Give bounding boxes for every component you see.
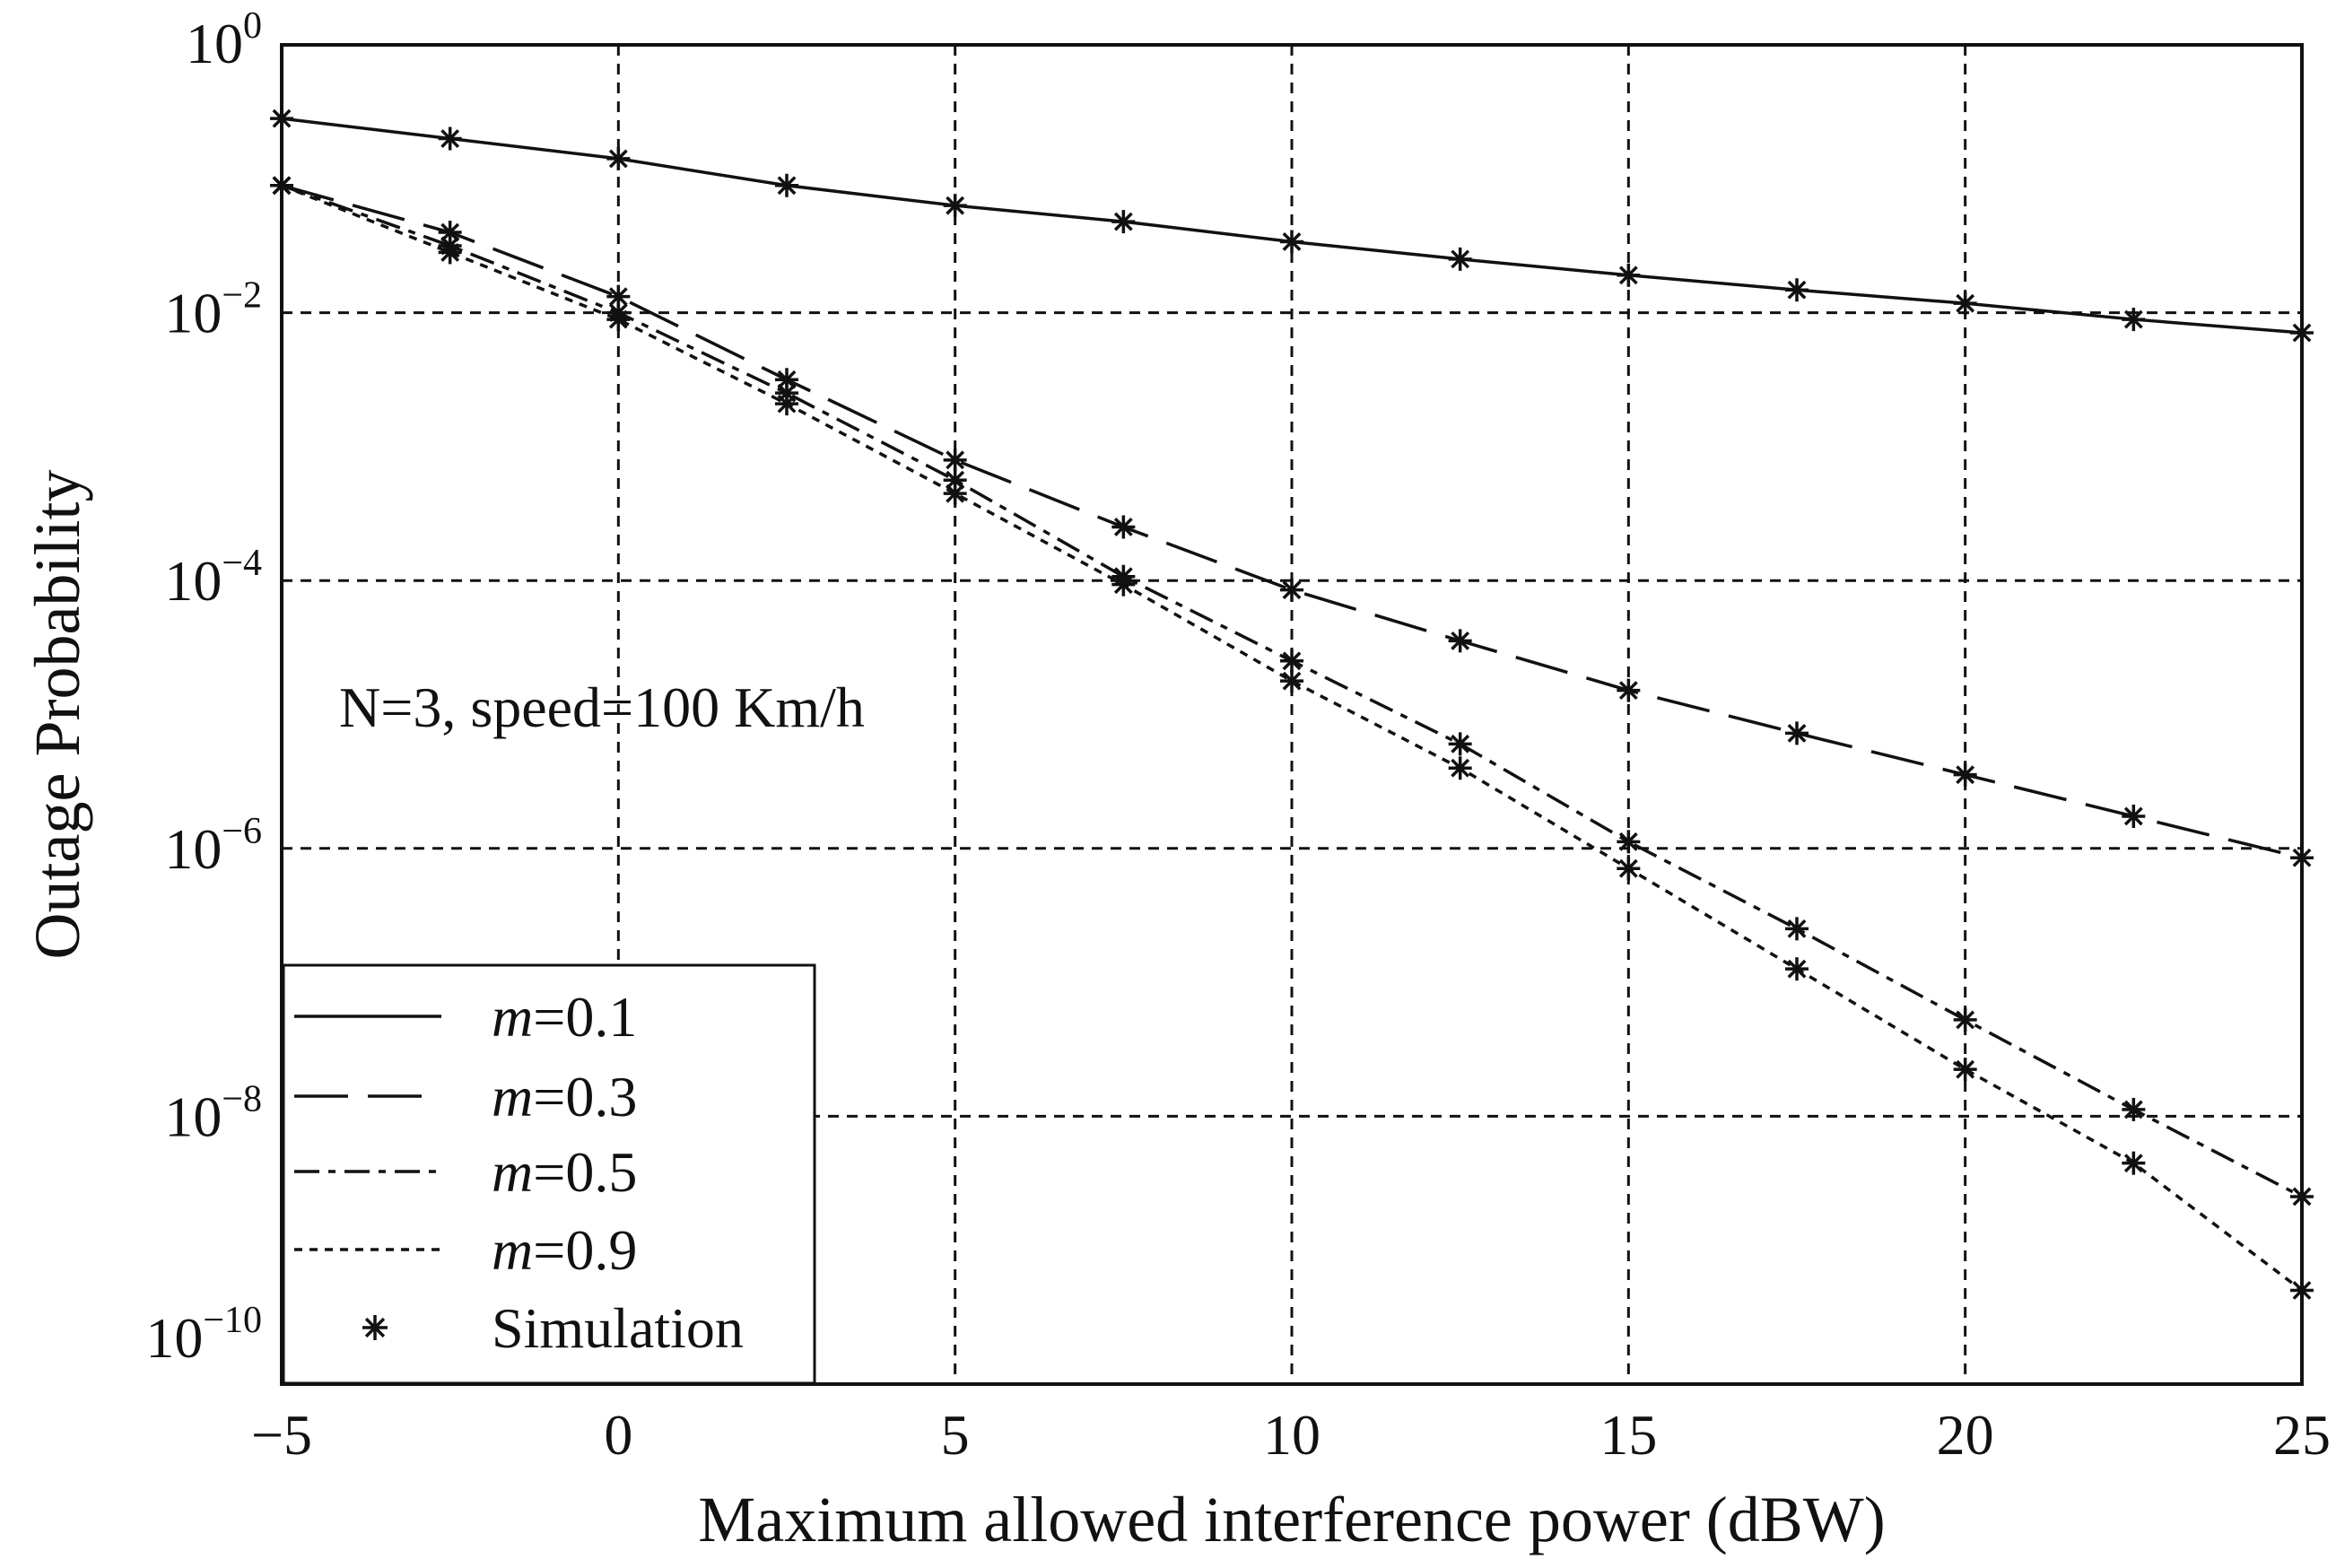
legend-item: m=0.1	[294, 985, 637, 1049]
simulation-point	[775, 392, 798, 416]
simulation-point	[2122, 804, 2146, 828]
simulation-point	[1617, 678, 1641, 702]
legend-box	[282, 963, 816, 1385]
simulation-point	[943, 482, 967, 506]
condition-annotation: N=3, speed=100 Km/h	[339, 675, 865, 739]
simulation-point	[1617, 263, 1641, 287]
x-tick-labels: −5 0 5 10 15 20 25	[251, 1403, 2331, 1467]
legend-item: m=0.5	[294, 1140, 637, 1204]
legend-label: m=0.5	[492, 1140, 637, 1204]
simulation-point	[438, 240, 462, 265]
simulation-point	[438, 126, 462, 151]
legend-label: m=0.3	[492, 1065, 637, 1128]
x-axis-title: Maximum allowed interference power (dBW)	[698, 1484, 1886, 1555]
simulation-point	[1785, 957, 1809, 981]
simulation-point	[1953, 762, 1977, 787]
simulation-point	[1785, 721, 1809, 745]
simulation-point	[1280, 578, 1303, 602]
x-tick-label: 10	[1263, 1403, 1321, 1467]
simulation-point	[1111, 572, 1136, 597]
x-tick-label: 0	[604, 1403, 632, 1467]
simulation-point	[775, 173, 798, 197]
simulation-point	[2122, 1097, 2146, 1121]
x-tick-label: 20	[1937, 1403, 1994, 1467]
simulation-point	[1280, 649, 1303, 673]
simulation-point	[1448, 629, 1472, 653]
simulation-point	[2122, 1151, 2146, 1175]
simulation-point	[1953, 1007, 1977, 1032]
simulation-point	[1617, 857, 1641, 881]
plot-frame	[280, 43, 2304, 1386]
legend: m=0.1 m=0.3 m=0.5 m=0.9 Simulation	[282, 963, 816, 1385]
legend-label-simulation: Simulation	[492, 1296, 744, 1360]
simulation-point	[2122, 308, 2146, 332]
simulation-point	[1448, 247, 1472, 271]
simulation-point	[1617, 830, 1641, 854]
simulation-point	[1111, 515, 1136, 539]
legend-star-marker	[362, 1315, 388, 1340]
simulation-point	[1111, 210, 1136, 234]
simulation-point	[1448, 756, 1472, 780]
simulation-point	[1448, 732, 1472, 756]
legend-item: m=0.3	[294, 1065, 637, 1128]
simulation-markers	[270, 107, 2314, 1302]
legend-label: m=0.1	[492, 985, 637, 1049]
legend-item-simulation: Simulation	[362, 1296, 744, 1360]
legend-item: m=0.9	[294, 1218, 637, 1282]
simulation-point	[1280, 669, 1303, 693]
legend-label: m=0.9	[492, 1218, 637, 1282]
y-tick-label: 10−4	[164, 543, 262, 613]
y-axis-title: Outage Probability	[22, 470, 93, 960]
simulation-point	[1953, 292, 1977, 316]
y-tick-label: 10−2	[164, 275, 262, 345]
simulation-point	[1953, 1058, 1977, 1082]
x-tick-label: 25	[2273, 1403, 2331, 1467]
simulation-point	[606, 284, 631, 309]
y-tick-label: 10−6	[164, 811, 262, 881]
x-tick-label: 15	[1599, 1403, 1657, 1467]
simulation-point	[606, 308, 631, 332]
simulation-point	[1785, 917, 1809, 941]
simulation-point	[943, 194, 967, 218]
simulation-point	[1785, 278, 1809, 302]
y-tick-label: 100	[186, 5, 262, 75]
y-tick-label: 10−10	[145, 1300, 262, 1370]
y-tick-labels: 100 10−2 10−4 10−6 10−8 10−10	[145, 5, 262, 1370]
simulation-point	[606, 146, 631, 170]
x-tick-label: −5	[251, 1403, 312, 1467]
simulation-point	[943, 448, 967, 472]
y-tick-label: 10−8	[164, 1078, 262, 1148]
x-tick-label: 5	[941, 1403, 970, 1467]
simulation-point	[1280, 230, 1303, 254]
